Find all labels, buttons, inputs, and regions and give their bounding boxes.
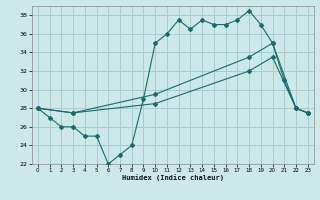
X-axis label: Humidex (Indice chaleur): Humidex (Indice chaleur)	[122, 175, 224, 181]
